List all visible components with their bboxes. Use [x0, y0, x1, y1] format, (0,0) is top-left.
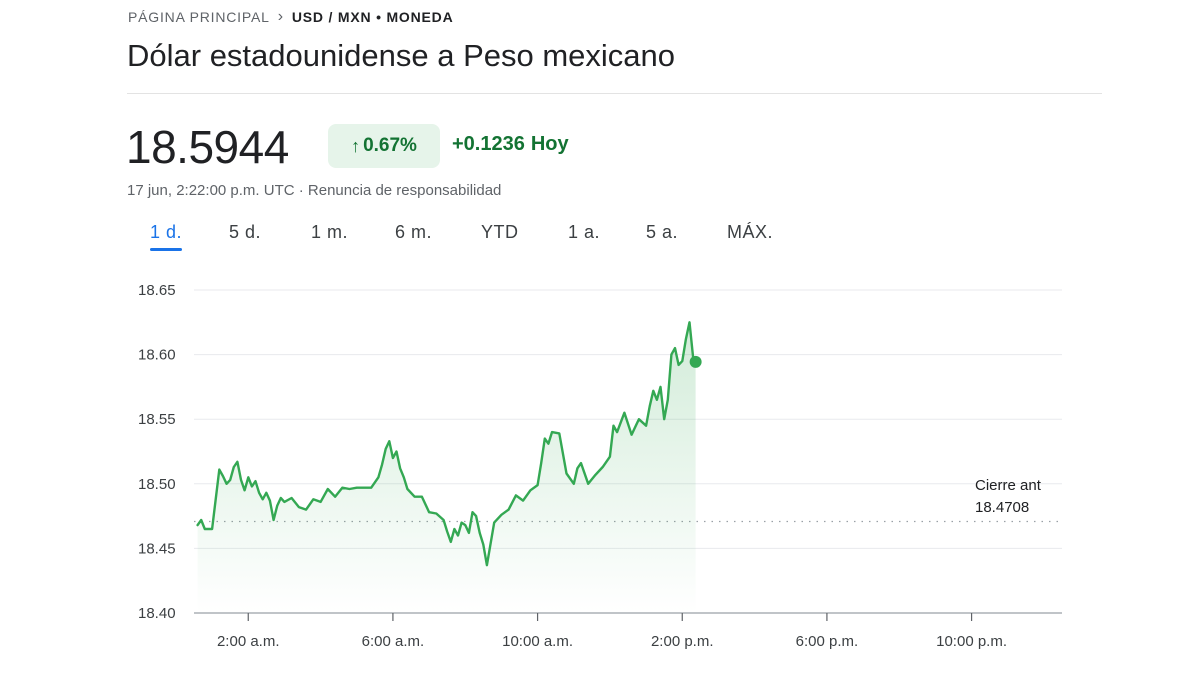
chart-y-axis: 18.65 18.60 18.55 18.50 18.45 18.40 — [138, 282, 176, 622]
y-tick-label: 18.40 — [138, 605, 176, 622]
page-title: Dólar estadounidense a Peso mexicano — [127, 38, 676, 73]
tab-5a[interactable]: 5 a. — [646, 222, 679, 242]
current-price-marker[interactable] — [689, 355, 702, 368]
tab-6m[interactable]: 6 m. — [395, 222, 433, 242]
tab-1m[interactable]: 1 m. — [311, 222, 349, 242]
x-tick-label: 6:00 a.m. — [362, 633, 425, 650]
y-tick-label: 18.60 — [138, 347, 176, 364]
y-tick-label: 18.65 — [138, 282, 176, 299]
header-divider — [127, 93, 1102, 94]
x-tick-label: 2:00 p.m. — [651, 633, 714, 650]
x-tick-label: 2:00 a.m. — [217, 633, 280, 650]
chevron-right-icon: › — [277, 8, 284, 25]
y-tick-label: 18.55 — [138, 411, 176, 428]
time-range-tabs: 1 d. 5 d. 1 m. 6 m. YTD 1 a. 5 a. MÁX. — [128, 222, 828, 252]
percent-change-value: 0.67% — [363, 135, 417, 156]
tab-max[interactable]: MÁX. — [727, 222, 774, 242]
breadcrumb-home-link[interactable]: PÁGINA PRINCIPAL — [128, 9, 270, 25]
tab-1a[interactable]: 1 a. — [568, 222, 601, 242]
tab-1d[interactable]: 1 d. — [150, 222, 183, 251]
breadcrumb: PÁGINA PRINCIPAL › USD / MXN • MONEDA — [128, 8, 453, 26]
absolute-change: +0.1236 Hoy — [452, 133, 569, 156]
previous-close: Cierre ant 18.4708 — [194, 477, 1062, 523]
y-tick-label: 18.50 — [138, 476, 176, 493]
tab-5d[interactable]: 5 d. — [229, 222, 262, 242]
breadcrumb-current: USD / MXN • MONEDA — [291, 9, 454, 25]
absolute-change-value: +0.1236 — [452, 133, 525, 155]
x-tick-label: 10:00 a.m. — [502, 633, 573, 650]
tab-ytd[interactable]: YTD — [481, 222, 519, 242]
timestamp-disclaimer: 17 jun, 2:22:00 p.m. UTC · Renuncia de r… — [127, 182, 502, 199]
current-price: 18.5944 — [126, 121, 289, 173]
chart-x-axis: 2:00 a.m. 6:00 a.m. 10:00 a.m. 2:00 p.m. 6:0… — [217, 613, 1007, 650]
previous-close-label: Cierre ant — [975, 477, 1042, 494]
x-tick-label: 10:00 p.m. — [936, 633, 1007, 650]
previous-close-value: 18.4708 — [975, 499, 1029, 516]
x-tick-label: 6:00 p.m. — [796, 633, 859, 650]
change-period: Hoy — [530, 133, 569, 155]
arrow-up-icon: ↑ — [351, 135, 361, 156]
y-tick-label: 18.45 — [138, 540, 176, 557]
price-line-series[interactable] — [196, 321, 697, 567]
percent-change-badge: ↑ 0.67% — [328, 124, 440, 168]
price-area-fill — [197, 322, 696, 613]
